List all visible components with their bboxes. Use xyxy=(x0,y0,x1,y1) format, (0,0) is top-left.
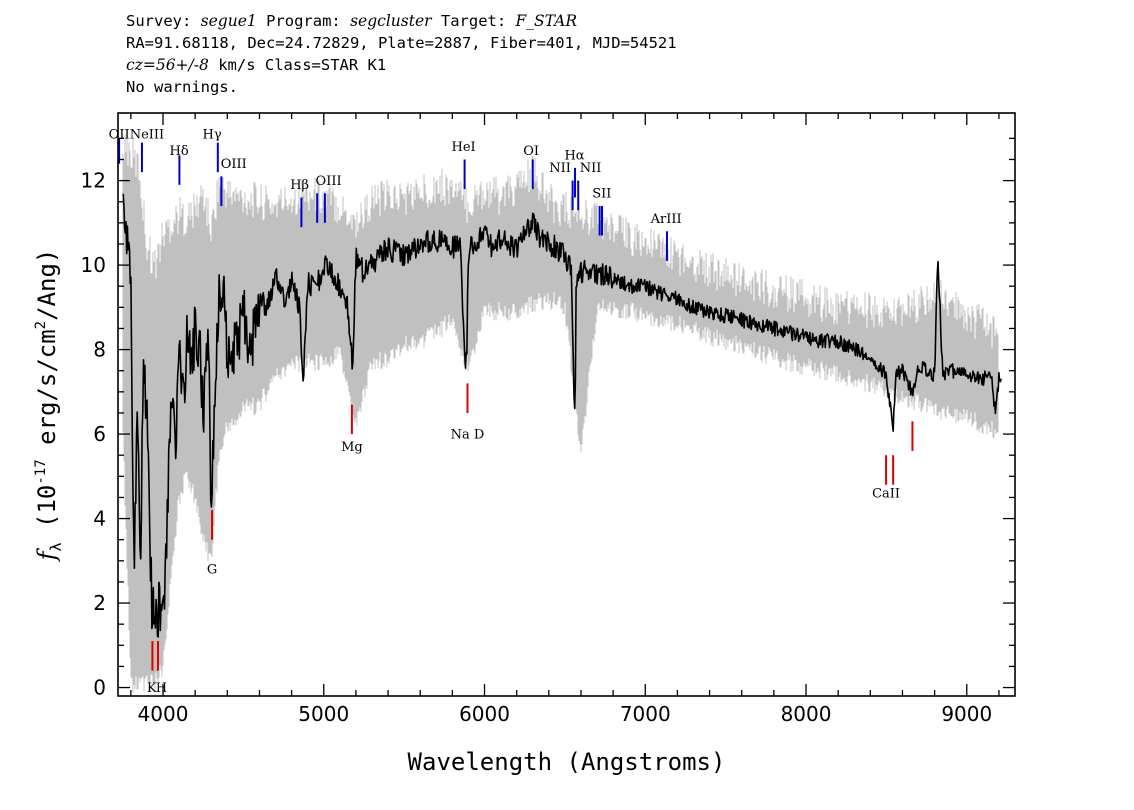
y-axis-label: fλ (10-17 erg/s/cm2/Ang) xyxy=(33,249,65,563)
x-tick-label-1: 5000 xyxy=(298,702,349,726)
line-label-16: G xyxy=(207,562,217,577)
survey-label: Survey: xyxy=(126,12,192,30)
line-label-14: K xyxy=(147,681,157,696)
line-label-5: Hβ xyxy=(290,178,309,193)
header-line-1: Survey: segue1 Program: segcluster Targe… xyxy=(126,10,677,32)
header-line-3: cz=56+/-8 km/s Class=STAR K1 xyxy=(126,54,677,76)
line-label-4: OIII xyxy=(221,157,247,172)
line-label-6: OIII xyxy=(316,174,342,189)
redshift-value: cz=56+/-8 xyxy=(126,56,209,74)
error-envelope xyxy=(122,134,999,693)
y-tick-label-0: 0 xyxy=(93,676,106,700)
header-line-2: RA=91.68118, Dec=24.72829, Plate=2887, F… xyxy=(126,34,677,52)
class-value: km/s Class=STAR K1 xyxy=(218,56,387,74)
line-label-13: ArIII xyxy=(650,212,682,227)
line-label-7: HeI xyxy=(452,140,476,155)
y-tick-label-1: 2 xyxy=(93,591,106,615)
y-tick-label-5: 10 xyxy=(81,253,106,277)
line-label-15: H xyxy=(156,681,167,696)
x-tick-label-0: 4000 xyxy=(138,702,189,726)
program-value: segcluster xyxy=(350,12,432,30)
line-label-0: OII xyxy=(109,127,130,142)
survey-value: segue1 xyxy=(200,12,257,30)
line-label-10: Hα xyxy=(564,148,584,163)
x-tick-label-2: 6000 xyxy=(459,702,510,726)
y-tick-label-4: 8 xyxy=(93,338,106,362)
y-tick-label-3: 6 xyxy=(93,422,106,446)
x-tick-label-4: 8000 xyxy=(781,702,832,726)
spectrum-header: Survey: segue1 Program: segcluster Targe… xyxy=(126,10,677,98)
flux-line xyxy=(122,193,1003,638)
y-axis-label-part: 2 xyxy=(33,321,49,329)
y-axis-label-part: λ xyxy=(47,542,65,551)
line-label-19: CaII xyxy=(872,486,900,501)
x-tick-label-3: 7000 xyxy=(620,702,671,726)
y-axis-label-part: (10 xyxy=(33,485,61,543)
line-label-12: SII xyxy=(592,186,611,201)
y-axis-label-part: /Ang) xyxy=(33,249,61,321)
line-label-9: NII xyxy=(549,161,571,176)
y-axis-label-part: erg/s/cm xyxy=(33,329,61,459)
line-label-3: Hγ xyxy=(202,127,221,142)
plot-frame xyxy=(117,112,1016,697)
line-label-18: Na D xyxy=(451,427,485,442)
line-label-8: OI xyxy=(523,144,539,159)
program-label: Program: xyxy=(266,12,341,30)
line-label-2: Hδ xyxy=(170,144,189,159)
line-label-1: NeIII xyxy=(130,127,164,142)
header-warnings: No warnings. xyxy=(126,78,238,96)
y-tick-label-6: 12 xyxy=(81,169,106,193)
target-value: F_STAR xyxy=(515,12,578,30)
target-label: Target: xyxy=(440,12,507,30)
line-label-11: NII xyxy=(580,161,602,176)
x-tick-label-5: 9000 xyxy=(941,702,992,726)
y-tick-label-2: 4 xyxy=(93,507,106,531)
x-axis-label: Wavelength (Angstroms) xyxy=(408,748,726,776)
plot-data-group xyxy=(122,134,1003,693)
line-label-17: Mg xyxy=(341,440,363,455)
y-axis-label-part: -17 xyxy=(33,459,49,484)
